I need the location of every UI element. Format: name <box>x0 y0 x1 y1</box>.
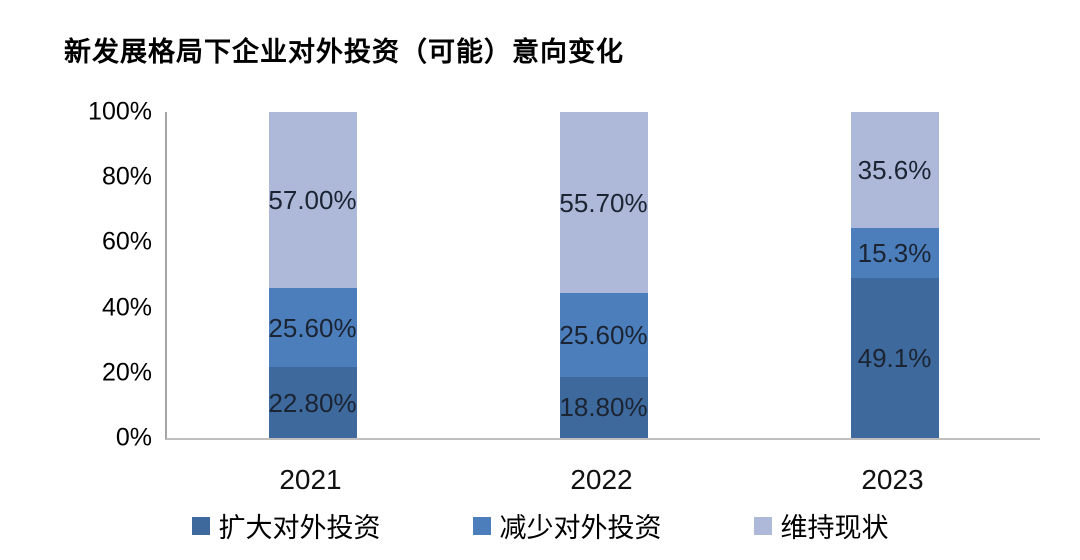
y-tick-label: 80% <box>101 162 152 191</box>
bar-segment: 49.1% <box>850 277 939 438</box>
bar-segment: 22.80% <box>268 367 357 438</box>
data-label: 57.00% <box>268 185 357 216</box>
legend-label: 维持现状 <box>780 513 889 543</box>
bar-segment: 15.3% <box>850 228 939 278</box>
legend-swatch-icon <box>472 516 491 535</box>
bar-segment: 18.80% <box>559 376 648 438</box>
y-tick-label: 40% <box>101 293 152 322</box>
bar-segment: 25.60% <box>559 293 648 377</box>
x-tick-label: 2021 <box>279 464 342 495</box>
data-label: 18.80% <box>559 392 648 423</box>
legend-item: 减少对外投资 <box>472 506 662 545</box>
legend-label: 扩大对外投资 <box>218 513 381 543</box>
bar-2021: 22.80% 25.60% 57.00% <box>268 112 357 438</box>
x-axis: 2021 2022 2023 <box>165 464 1038 500</box>
legend-item: 维持现状 <box>753 506 889 545</box>
y-tick-label: 100% <box>88 97 152 126</box>
y-axis: 0% 20% 40% 60% 80% 100% <box>0 98 152 452</box>
bar-segment: 35.6% <box>850 112 939 229</box>
data-label: 25.60% <box>559 320 648 351</box>
legend-swatch-icon <box>753 516 772 535</box>
x-tick-label: 2023 <box>861 464 924 495</box>
legend-swatch-icon <box>191 516 210 535</box>
legend: 扩大对外投资 减少对外投资 维持现状 <box>0 506 1080 545</box>
x-tick-label: 2022 <box>570 464 633 495</box>
data-label: 25.60% <box>268 312 357 343</box>
bar-segment: 25.60% <box>268 288 357 368</box>
plot-area: 22.80% 25.60% 57.00% 18.80% 25.60% 55.70% 49.1… <box>165 112 1040 440</box>
data-label: 15.3% <box>857 238 932 268</box>
bar-2023: 49.1% 15.3% 35.6% <box>850 112 939 438</box>
legend-label: 减少对外投资 <box>499 513 662 543</box>
chart-title: 新发展格局下企业对外投资（可能）意向变化 <box>64 37 624 67</box>
y-tick-label: 20% <box>101 358 152 387</box>
bar-segment: 55.70% <box>559 112 648 294</box>
legend-item: 扩大对外投资 <box>191 506 381 545</box>
y-tick-label: 0% <box>115 423 152 452</box>
y-tick-label: 60% <box>101 227 152 256</box>
bar-2022: 18.80% 25.60% 55.70% <box>559 112 648 438</box>
data-label: 55.70% <box>559 187 648 218</box>
data-label: 22.80% <box>268 387 357 418</box>
data-label: 49.1% <box>857 342 932 373</box>
data-label: 35.6% <box>857 155 932 186</box>
bar-segment: 57.00% <box>268 112 357 289</box>
